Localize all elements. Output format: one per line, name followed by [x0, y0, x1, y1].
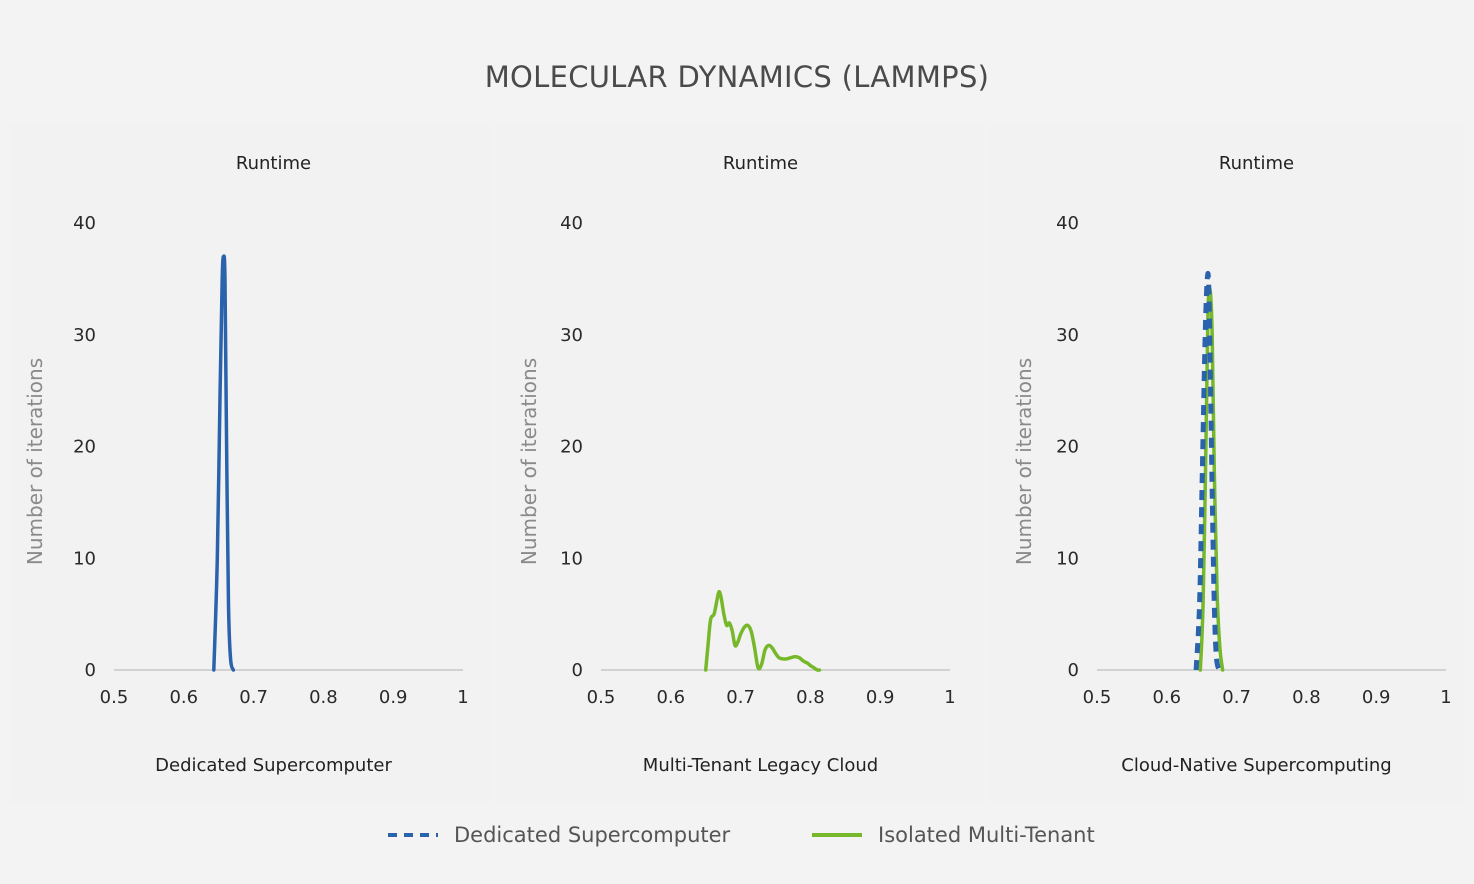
- x-tick-label: 0.5: [587, 687, 616, 708]
- x-axis-label: Cloud-Native Supercomputing: [1121, 755, 1391, 776]
- chart-subtitle: Runtime: [1219, 153, 1294, 174]
- panel-background: [10, 123, 490, 805]
- legend: Dedicated Supercomputer Isolated Multi-T…: [0, 818, 1474, 852]
- legend-label-isolated: Isolated Multi-Tenant: [878, 823, 1095, 847]
- x-tick-label: 0.9: [866, 687, 895, 708]
- x-tick-label: 0.6: [169, 687, 198, 708]
- y-tick-label: 20: [73, 437, 96, 458]
- chart-panel-3: Runtime Number of iterations 0 10 20 30 40 0.5 0…: [990, 123, 1464, 805]
- x-tick-label: 1: [457, 687, 468, 708]
- x-tick-label: 0.5: [100, 687, 129, 708]
- y-tick-label: 40: [73, 213, 96, 234]
- y-tick-label: 10: [73, 548, 96, 569]
- y-tick-label: 20: [560, 437, 583, 458]
- legend-label-dedicated: Dedicated Supercomputer: [454, 823, 731, 847]
- y-axis-label: Number of iterations: [1012, 358, 1036, 565]
- series-line-1: [703, 589, 822, 672]
- chart-panel-2: Runtime Number of iterations 0 10 20 30 40 0.5 0…: [497, 123, 984, 805]
- chart-panel-1: Runtime Number of iterations 0 10 20 30 40 0.5 0…: [10, 123, 490, 805]
- x-tick-label: 0.9: [379, 687, 408, 708]
- figure-title: MOLECULAR DYNAMICS (LAMMPS): [484, 60, 990, 94]
- x-tick-label: 0.7: [239, 687, 268, 708]
- x-axis-label: Dedicated Supercomputer: [155, 755, 392, 776]
- y-tick-label: 0: [85, 660, 96, 681]
- chart-subtitle: Runtime: [236, 153, 311, 174]
- legend-swatch-dedicated: [388, 833, 438, 837]
- x-tick-label: 0.6: [1152, 687, 1181, 708]
- legend-item-isolated: Isolated Multi-Tenant: [812, 818, 1095, 852]
- x-tick-label: 0.8: [796, 687, 825, 708]
- y-tick-label: 30: [1056, 325, 1079, 346]
- series-line-1: [1198, 286, 1225, 672]
- y-tick-label: 40: [1056, 213, 1079, 234]
- y-tick-label: 40: [560, 213, 583, 234]
- y-axis-label: Number of iterations: [23, 358, 47, 565]
- y-tick-label: 10: [1056, 548, 1079, 569]
- legend-swatch-isolated: [812, 833, 862, 837]
- x-tick-label: 0.6: [656, 687, 685, 708]
- x-tick-label: 0.7: [726, 687, 755, 708]
- x-tick-label: 0.9: [1362, 687, 1391, 708]
- y-tick-label: 30: [73, 325, 96, 346]
- x-tick-label: 1: [944, 687, 955, 708]
- y-axis-label: Number of iterations: [517, 358, 541, 565]
- y-tick-label: 0: [572, 660, 583, 681]
- legend-item-dedicated: Dedicated Supercomputer: [388, 818, 730, 852]
- x-tick-label: 0.7: [1222, 687, 1251, 708]
- y-tick-label: 20: [1056, 437, 1079, 458]
- y-tick-label: 30: [560, 325, 583, 346]
- chart-subtitle: Runtime: [723, 153, 798, 174]
- panel-background: [497, 123, 984, 805]
- y-tick-label: 10: [560, 548, 583, 569]
- x-tick-label: 0.8: [1292, 687, 1321, 708]
- x-axis-label: Multi-Tenant Legacy Cloud: [643, 755, 878, 776]
- x-tick-label: 0.8: [309, 687, 338, 708]
- y-tick-label: 0: [1068, 660, 1079, 681]
- x-tick-label: 1: [1440, 687, 1451, 708]
- panel-background: [990, 123, 1464, 805]
- series-line-1: [212, 254, 236, 672]
- x-tick-label: 0.5: [1083, 687, 1112, 708]
